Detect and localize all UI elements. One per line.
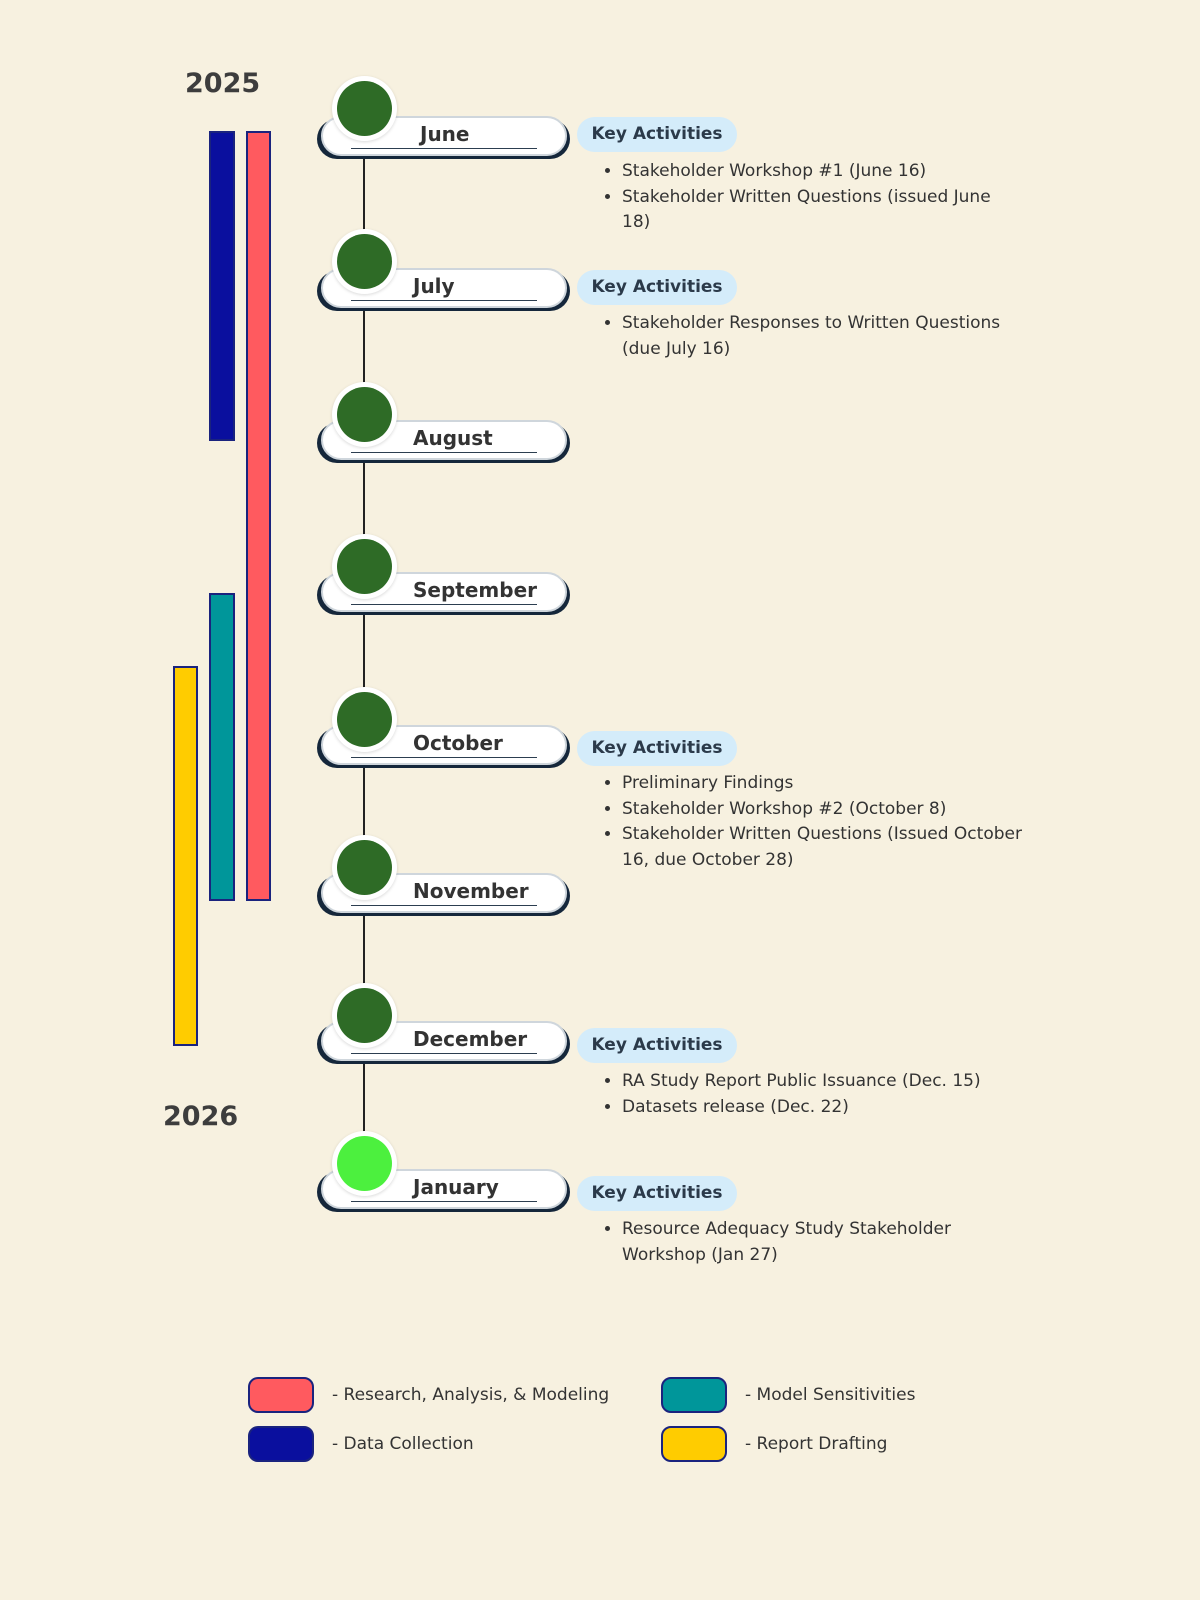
timeline-line	[363, 140, 365, 1180]
milestone-dot-october	[332, 687, 397, 752]
activity-item: Preliminary Findings	[622, 771, 1022, 797]
activity-item: Stakeholder Responses to Written Questio…	[622, 311, 1022, 362]
key-activities-badge-january: Key Activities	[577, 1176, 737, 1211]
milestone-dot-december	[332, 983, 397, 1048]
month-label: November	[413, 879, 529, 903]
pill-underline	[351, 1053, 537, 1054]
activity-item: Resource Adequacy Study Stakeholder Work…	[622, 1217, 1022, 1268]
report-drafting-bar	[173, 666, 198, 1046]
milestone-dot-january	[332, 1131, 397, 1196]
pill-underline	[351, 300, 537, 301]
legend-label-model-sensitivities: - Model Sensitivities	[745, 1385, 916, 1405]
pill-underline	[351, 757, 537, 758]
legend-swatch-model-sensitivities	[661, 1377, 727, 1413]
activity-item: Stakeholder Workshop #2 (October 8)	[622, 797, 1022, 823]
data-collection-bar	[209, 131, 235, 441]
month-label: June	[420, 122, 470, 146]
pill-underline	[351, 148, 537, 149]
month-label: December	[413, 1027, 528, 1051]
legend-label-research: - Research, Analysis, & Modeling	[332, 1385, 610, 1405]
month-pill-september: September	[321, 572, 567, 612]
activities-list-june: Stakeholder Workshop #1 (June 16) Stakeh…	[604, 159, 1022, 236]
key-activities-badge-october: Key Activities	[577, 731, 737, 766]
milestone-dot-june	[332, 76, 397, 141]
month-label: September	[413, 578, 537, 602]
key-activities-badge-december: Key Activities	[577, 1028, 737, 1063]
month-label: January	[413, 1175, 499, 1199]
activity-item: Datasets release (Dec. 22)	[622, 1095, 1022, 1121]
activities-list-october: Preliminary Findings Stakeholder Worksho…	[604, 771, 1022, 873]
key-activities-badge-july: Key Activities	[577, 270, 737, 305]
legend-swatch-data-collection	[248, 1426, 314, 1462]
month-label: August	[413, 426, 493, 450]
activity-item: RA Study Report Public Issuance (Dec. 15…	[622, 1069, 1022, 1095]
activities-list-december: RA Study Report Public Issuance (Dec. 15…	[604, 1069, 1022, 1120]
pill-underline	[351, 1201, 537, 1202]
year-2026-label: 2026	[163, 1101, 239, 1132]
activities-list-january: Resource Adequacy Study Stakeholder Work…	[604, 1217, 1022, 1268]
milestone-dot-september	[332, 534, 397, 599]
month-label: July	[413, 274, 455, 298]
activities-list-july: Stakeholder Responses to Written Questio…	[604, 311, 1022, 362]
activity-item: Stakeholder Written Questions (Issued Oc…	[622, 822, 1022, 873]
research-bar	[246, 131, 271, 901]
legend-label-data-collection: - Data Collection	[332, 1434, 474, 1454]
legend-swatch-research	[248, 1377, 314, 1413]
model-sensitivities-bar	[209, 593, 235, 901]
pill-underline	[351, 604, 537, 605]
legend-research: - Research, Analysis, & Modeling	[248, 1377, 609, 1413]
month-label: October	[413, 731, 503, 755]
pill-underline	[351, 452, 537, 453]
activity-item: Stakeholder Written Questions (issued Ju…	[622, 185, 1022, 236]
milestone-dot-november	[332, 835, 397, 900]
key-activities-badge-june: Key Activities	[577, 117, 737, 152]
legend-swatch-report-drafting	[661, 1426, 727, 1462]
milestone-dot-august	[332, 382, 397, 447]
legend-label-report-drafting: - Report Drafting	[745, 1434, 888, 1454]
year-2025-label: 2025	[185, 68, 261, 99]
pill-underline	[351, 905, 537, 906]
milestone-dot-july	[332, 229, 397, 294]
legend-data-collection: - Data Collection	[248, 1426, 474, 1462]
legend-model-sensitivities: - Model Sensitivities	[661, 1377, 915, 1413]
legend-report-drafting: - Report Drafting	[661, 1426, 887, 1462]
activity-item: Stakeholder Workshop #1 (June 16)	[622, 159, 1022, 185]
